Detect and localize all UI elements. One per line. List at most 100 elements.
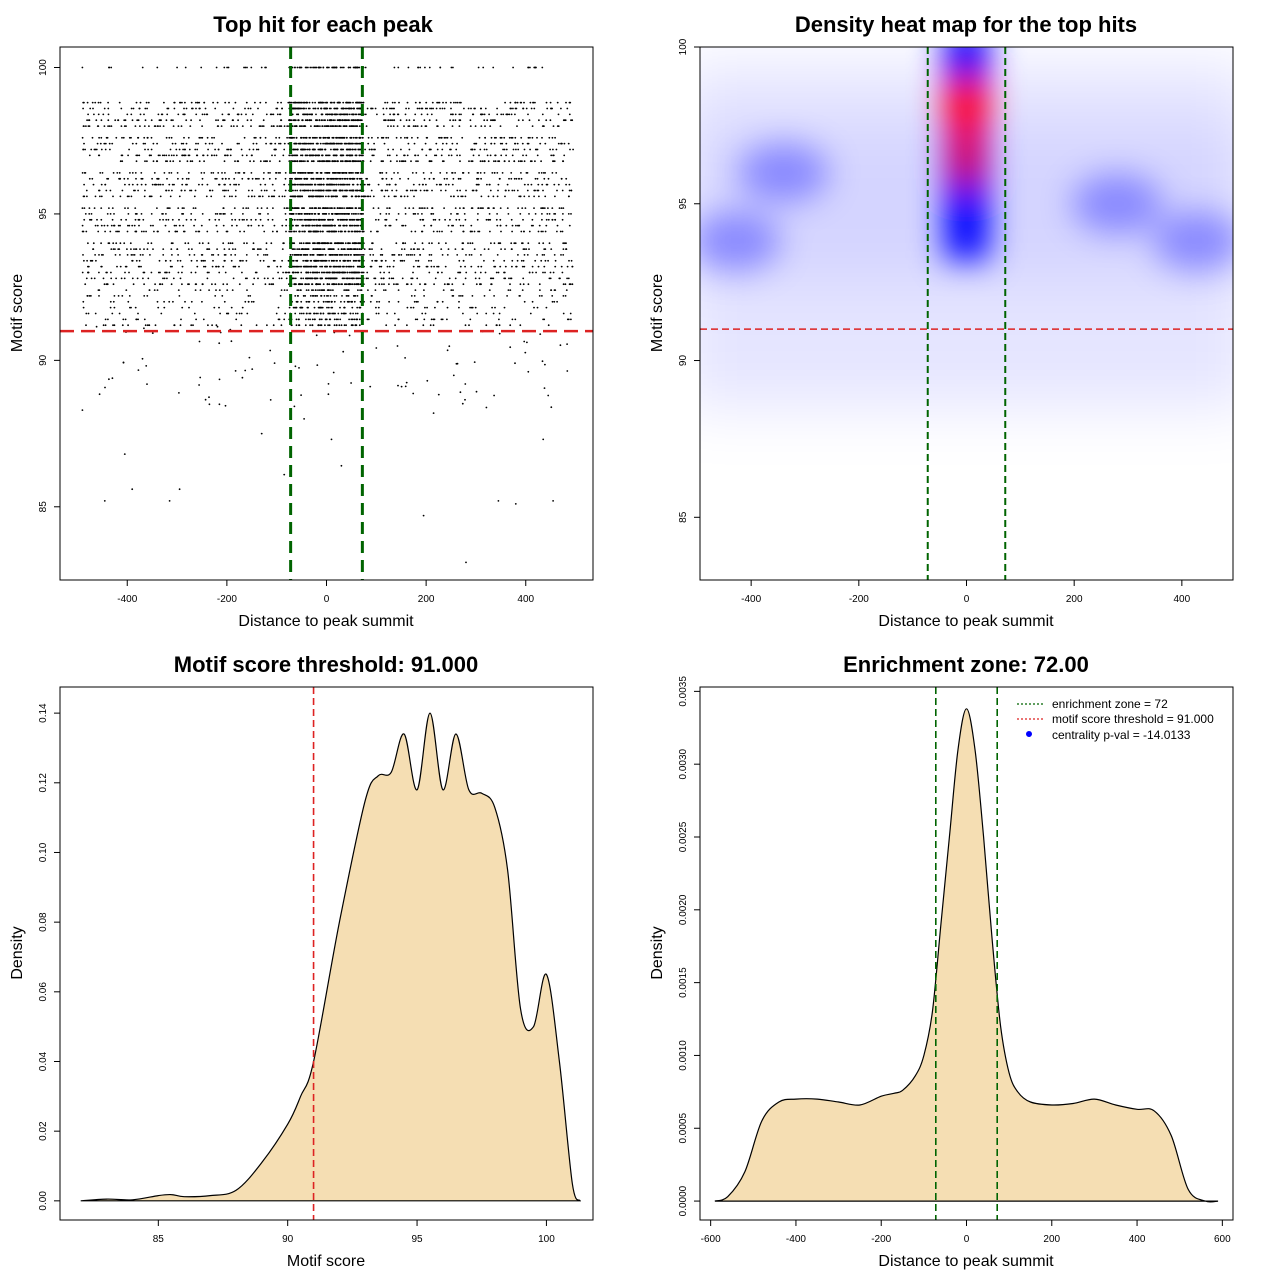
data-point xyxy=(320,101,323,104)
data-point xyxy=(385,177,388,180)
data-point xyxy=(540,172,543,174)
data-point xyxy=(293,230,296,233)
data-point xyxy=(351,160,354,163)
data-point xyxy=(480,177,482,180)
data-point xyxy=(350,154,352,157)
data-point xyxy=(369,160,372,163)
data-point xyxy=(329,230,331,233)
data-point xyxy=(337,265,339,268)
data-point xyxy=(280,289,283,291)
data-point xyxy=(516,125,518,127)
data-point xyxy=(296,259,299,262)
data-point xyxy=(218,183,220,186)
data-point xyxy=(532,224,534,227)
data-point xyxy=(110,248,113,251)
data-point xyxy=(479,160,482,163)
data-point xyxy=(419,101,421,104)
data-point xyxy=(511,224,514,227)
data-point xyxy=(191,160,194,163)
data-point xyxy=(107,177,110,180)
data-point xyxy=(264,136,267,139)
data-point xyxy=(315,125,317,127)
data-point xyxy=(102,113,105,116)
data-point xyxy=(131,172,134,174)
data-point xyxy=(104,142,107,145)
data-point xyxy=(495,136,497,139)
data-point xyxy=(444,265,447,268)
data-point xyxy=(184,300,186,303)
data-point xyxy=(366,183,369,186)
data-point xyxy=(231,224,233,227)
data-point xyxy=(448,154,450,157)
data-point xyxy=(541,113,544,116)
data-point xyxy=(108,66,111,69)
data-point xyxy=(326,306,328,309)
data-point xyxy=(326,172,328,174)
data-point xyxy=(107,125,109,127)
data-point xyxy=(345,107,348,110)
data-point xyxy=(171,142,174,145)
data-point xyxy=(310,125,312,127)
data-point xyxy=(225,189,227,192)
data-point xyxy=(412,248,415,251)
data-point xyxy=(443,136,446,139)
data-point xyxy=(283,142,286,145)
data-point xyxy=(516,259,519,262)
data-point xyxy=(329,318,332,321)
data-point xyxy=(88,177,91,180)
data-point xyxy=(113,224,115,227)
data-point xyxy=(280,125,283,127)
data-point xyxy=(454,207,457,210)
data-point xyxy=(430,213,433,215)
data-point xyxy=(349,189,352,192)
data-point xyxy=(572,148,574,151)
data-point xyxy=(334,183,336,186)
data-point xyxy=(506,207,509,210)
data-point xyxy=(217,172,220,174)
data-point xyxy=(356,125,358,127)
data-point xyxy=(527,183,529,186)
data-point xyxy=(561,230,564,233)
data-point xyxy=(322,224,325,227)
data-point xyxy=(118,312,121,315)
data-point xyxy=(562,283,565,286)
data-point xyxy=(218,289,221,291)
data-point xyxy=(299,183,302,186)
data-point xyxy=(178,295,181,297)
data-point xyxy=(474,277,477,280)
data-point xyxy=(229,154,232,157)
data-point xyxy=(335,295,338,297)
data-point xyxy=(550,289,552,291)
data-point xyxy=(247,300,250,303)
data-point xyxy=(115,242,118,245)
data-point xyxy=(496,172,499,174)
data-point xyxy=(392,148,394,151)
data-point xyxy=(143,195,146,198)
data-point xyxy=(302,295,305,297)
data-point xyxy=(470,254,473,256)
data-point xyxy=(523,148,526,151)
data-point xyxy=(469,242,472,245)
data-point xyxy=(469,306,471,309)
data-point xyxy=(496,195,499,198)
data-point xyxy=(519,195,522,198)
data-point xyxy=(356,248,358,251)
data-point xyxy=(484,136,486,139)
data-point xyxy=(439,66,442,69)
data-point xyxy=(494,119,496,122)
data-point xyxy=(322,300,325,303)
data-point xyxy=(318,271,321,274)
data-point xyxy=(195,113,198,116)
data-point xyxy=(541,66,544,69)
data-point xyxy=(204,259,206,262)
data-point xyxy=(461,248,464,251)
data-point xyxy=(189,125,192,127)
data-point xyxy=(346,136,348,139)
data-point xyxy=(242,213,244,215)
data-point xyxy=(393,195,396,198)
data-point xyxy=(294,306,297,309)
data-point xyxy=(356,230,359,233)
data-point xyxy=(104,318,107,321)
data-point xyxy=(523,195,526,198)
data-point xyxy=(459,265,462,268)
